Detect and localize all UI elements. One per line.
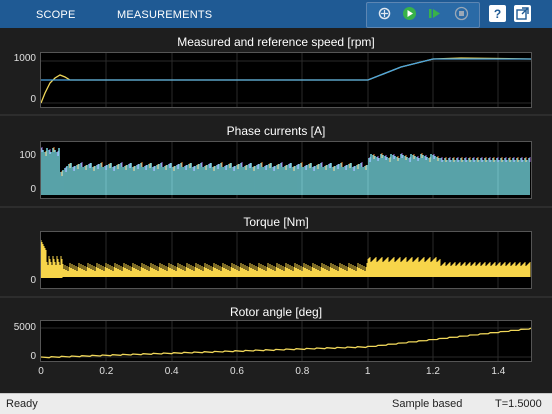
status-ready: Ready [6, 398, 38, 410]
highlight-signal-icon[interactable] [376, 5, 393, 22]
speed-ytick-1000: 1000 [13, 53, 36, 64]
speed-plot-svg [41, 53, 531, 107]
phase-currents-traces [41, 147, 531, 195]
torque-plot-title: Torque [Nm] [243, 215, 309, 229]
torque-plot-panel: Torque [Nm] 0 [0, 208, 552, 296]
currents-plot-svg [41, 142, 531, 198]
torque-plot-axes[interactable] [40, 231, 532, 289]
run-icon[interactable] [401, 5, 418, 22]
currents-plot-panel: Phase currents [A] 100 0 [0, 116, 552, 206]
toolstrip: SCOPE MEASUREMENTS ? [0, 0, 552, 28]
angle-plot-panel: Rotor angle [deg] 5000 0 0 0.2 0.4 0.6 0.8 1 1… [0, 298, 552, 393]
x-tick-label: 0.8 [295, 366, 310, 377]
x-tick-label: 0.6 [230, 366, 244, 377]
x-tick-label: 0 [38, 366, 44, 377]
torque-plot-svg [41, 232, 531, 288]
angle-plot-svg [41, 321, 531, 361]
torque-trace [41, 240, 531, 278]
svg-text:?: ? [494, 7, 501, 21]
x-tick-label: 1.4 [491, 366, 506, 377]
currents-plot-axes[interactable] [40, 141, 532, 199]
x-tick-label: 0.2 [99, 366, 114, 377]
status-bar: Ready Sample based T=1.5000 [0, 393, 552, 414]
divider [0, 114, 552, 116]
x-tick-label: 1 [364, 366, 371, 377]
angle-ytick-0: 0 [30, 351, 36, 362]
angle-ytick-5000: 5000 [13, 322, 36, 333]
rotor-angle-line [41, 327, 531, 359]
stop-icon[interactable] [453, 5, 470, 22]
step-forward-icon[interactable] [426, 5, 443, 22]
tab-scope[interactable]: SCOPE [36, 9, 76, 21]
speed-plot-panel: Measured and reference speed [rpm] 1000 … [0, 28, 552, 114]
speed-ytick-0: 0 [30, 94, 36, 105]
divider [0, 206, 552, 208]
angle-plot-title: Rotor angle [deg] [229, 305, 323, 319]
currents-ytick-0: 0 [30, 184, 36, 195]
speed-plot-title: Measured and reference speed [rpm] [177, 35, 375, 49]
x-tick-label: 1.2 [426, 366, 440, 377]
torque-ytick-0: 0 [30, 275, 36, 286]
x-tick-label: 0.4 [164, 366, 179, 377]
currents-plot-title: Phase currents [A] [226, 124, 326, 138]
speed-plot-axes[interactable] [40, 52, 532, 108]
angle-plot-axes[interactable] [40, 320, 532, 362]
help-icon[interactable]: ? [489, 5, 506, 22]
status-time: T=1.5000 [495, 398, 542, 410]
status-mode: Sample based [392, 398, 463, 410]
speed-reference-line [41, 58, 531, 81]
tab-measurements[interactable]: MEASUREMENTS [117, 9, 213, 21]
undock-icon[interactable] [514, 5, 531, 22]
currents-ytick-100: 100 [19, 150, 36, 161]
divider [0, 296, 552, 298]
